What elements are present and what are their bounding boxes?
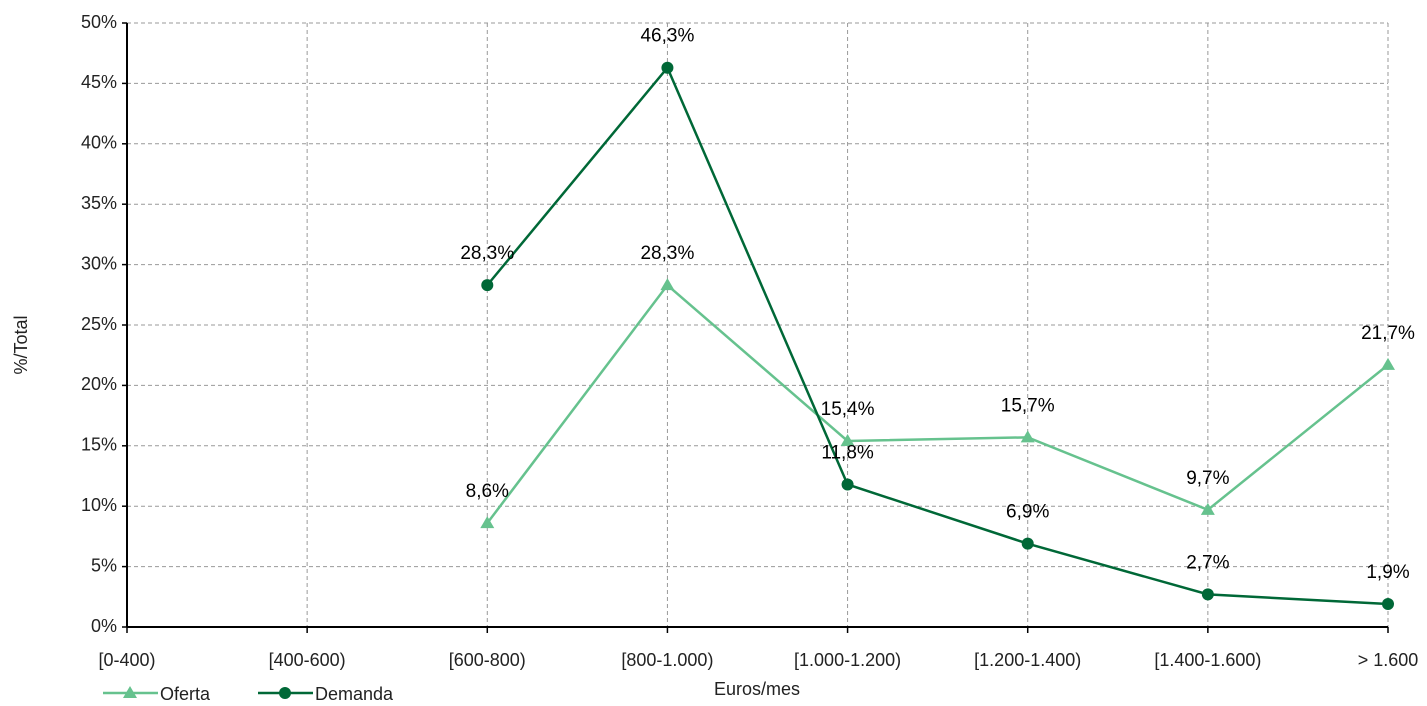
y-tick-label: 10% — [81, 495, 117, 515]
y-tick-label: 35% — [81, 193, 117, 213]
line — [486, 283, 1389, 524]
data-label: 21,7% — [1361, 323, 1415, 344]
x-tick-label: [800-1.000) — [621, 650, 713, 670]
y-tick-label: 5% — [91, 555, 117, 575]
y-tick-label: 0% — [91, 616, 117, 636]
marker — [1381, 357, 1395, 370]
data-label: 15,4% — [821, 399, 875, 420]
data-label: 28,3% — [640, 243, 694, 264]
marker — [840, 433, 855, 446]
data-label: 46,3% — [640, 26, 694, 47]
x-tick-label: > 1.600 — [1358, 650, 1419, 670]
marker — [481, 279, 494, 292]
marker — [1382, 598, 1394, 611]
x-tick-label: [1.200-1.400) — [974, 650, 1081, 670]
marker — [1201, 588, 1214, 601]
marker — [1020, 430, 1035, 443]
y-axis-label: %/Total — [11, 315, 31, 374]
line — [486, 65, 1389, 606]
y-tick-label: 15% — [81, 435, 117, 455]
data-label: 1,9% — [1366, 562, 1409, 583]
data-label: 6,9% — [1006, 502, 1049, 523]
y-tick-label: 25% — [81, 314, 117, 334]
data-label: 15,7% — [1001, 395, 1055, 416]
x-axis-label: Euros/mes — [714, 679, 800, 699]
marker — [841, 478, 854, 491]
y-tick-label: 30% — [81, 253, 117, 273]
data-label: 28,3% — [460, 243, 514, 264]
data-label: 8,6% — [466, 481, 509, 502]
legend-label: Demanda — [315, 684, 394, 701]
marker — [1021, 537, 1034, 550]
x-tick-label: [0-400) — [98, 650, 155, 670]
marker — [661, 61, 674, 74]
data-label: 2,7% — [1186, 552, 1229, 573]
marker — [480, 516, 495, 529]
y-tick-label: 45% — [81, 72, 117, 92]
marker — [279, 687, 291, 699]
marker — [123, 686, 137, 698]
x-tick-label: [400-600) — [269, 650, 346, 670]
legend-label: Oferta — [160, 684, 211, 701]
marker — [660, 278, 675, 291]
marker — [1200, 502, 1215, 515]
y-tick-label: 40% — [81, 133, 117, 153]
y-tick-label: 20% — [81, 374, 117, 394]
y-tick-label: 50% — [81, 12, 117, 32]
x-tick-label: [1.400-1.600) — [1154, 650, 1261, 670]
data-label: 11,8% — [821, 442, 874, 463]
x-tick-label: [1.000-1.200) — [794, 650, 901, 670]
data-label: 9,7% — [1186, 468, 1229, 489]
x-tick-label: [600-800) — [449, 650, 526, 670]
